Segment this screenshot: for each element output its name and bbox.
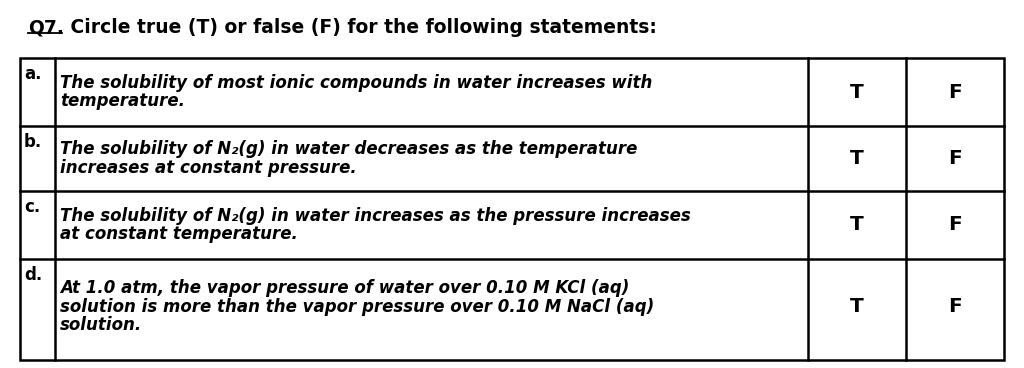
Text: increases at constant pressure.: increases at constant pressure. (60, 159, 356, 177)
Text: F: F (948, 297, 962, 316)
Text: Circle true (T) or false (F) for the following statements:: Circle true (T) or false (F) for the fol… (63, 18, 656, 37)
Bar (20, 58, 1004, 360)
Text: d.: d. (24, 266, 42, 284)
Text: Q7.: Q7. (28, 18, 63, 37)
Text: a.: a. (24, 65, 42, 83)
Text: c.: c. (24, 198, 40, 216)
Text: The solubility of N₂(g) in water decreases as the temperature: The solubility of N₂(g) in water decreas… (60, 140, 637, 158)
Text: F: F (948, 216, 962, 234)
Text: T: T (850, 149, 864, 168)
Text: F: F (948, 82, 962, 102)
Text: T: T (850, 297, 864, 316)
Text: The solubility of N₂(g) in water increases as the pressure increases: The solubility of N₂(g) in water increas… (60, 207, 691, 225)
Text: solution.: solution. (60, 316, 142, 334)
Text: The solubility of most ionic compounds in water increases with: The solubility of most ionic compounds i… (60, 74, 652, 92)
Text: solution is more than the vapor pressure over 0.10 M NaCl (aq): solution is more than the vapor pressure… (60, 297, 654, 315)
Text: b.: b. (24, 133, 42, 151)
Text: at constant temperature.: at constant temperature. (60, 225, 298, 243)
Text: At 1.0 atm, the vapor pressure of water over 0.10 M KCl (aq): At 1.0 atm, the vapor pressure of water … (60, 279, 630, 297)
Text: temperature.: temperature. (60, 92, 185, 110)
Text: T: T (850, 216, 864, 234)
Text: F: F (948, 149, 962, 168)
Text: T: T (850, 82, 864, 102)
